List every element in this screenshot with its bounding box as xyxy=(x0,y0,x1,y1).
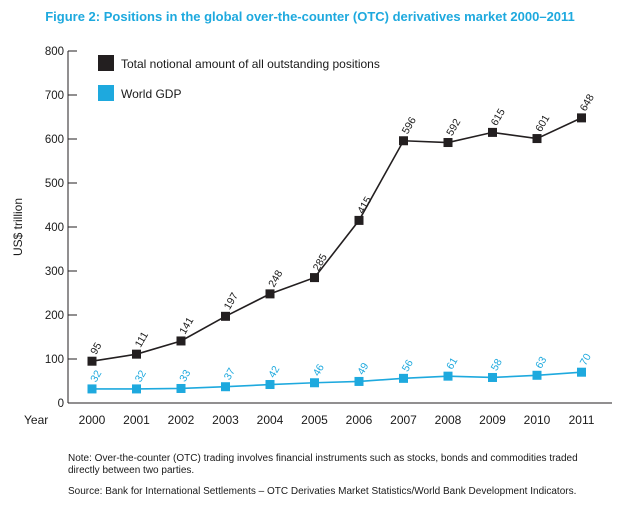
data-label: 70 xyxy=(578,351,594,367)
data-label: 49 xyxy=(355,361,371,377)
data-label: 33 xyxy=(177,368,193,384)
x-axis-label: Year xyxy=(24,413,48,427)
x-tick-label: 2008 xyxy=(435,413,462,427)
data-point xyxy=(132,384,141,394)
data-label: 197 xyxy=(222,291,241,312)
data-point xyxy=(488,127,497,137)
x-tick-label: 2004 xyxy=(257,413,284,427)
x-tick-label: 2009 xyxy=(479,413,506,427)
data-point xyxy=(87,356,97,366)
legend-swatch xyxy=(98,85,114,101)
series-line xyxy=(92,371,582,390)
y-tick-label: 300 xyxy=(45,266,64,278)
y-tick-label: 500 xyxy=(45,178,64,190)
y-tick-label: 400 xyxy=(45,222,64,234)
x-tick-label: 2000 xyxy=(79,413,106,427)
chart-source: Source: Bank for International Settlemen… xyxy=(68,486,577,497)
data-label: 58 xyxy=(489,357,505,373)
legend-label: World GDP xyxy=(121,87,181,101)
data-point xyxy=(532,370,542,380)
data-label: 601 xyxy=(533,113,552,134)
data-label: 648 xyxy=(578,92,597,113)
x-tick-label: 2007 xyxy=(390,413,417,427)
data-point xyxy=(310,273,319,283)
data-point xyxy=(265,380,275,390)
data-point xyxy=(87,384,97,394)
data-label: 248 xyxy=(266,268,285,289)
data-point xyxy=(399,373,408,383)
data-point xyxy=(577,113,586,123)
data-point xyxy=(577,367,586,377)
x-tick-label: 2005 xyxy=(301,413,328,427)
y-tick-label: 100 xyxy=(45,354,64,366)
legend-label: Total notional amount of all outstanding… xyxy=(121,57,380,71)
x-tick-label: 2006 xyxy=(346,413,373,427)
data-label: 32 xyxy=(133,368,149,384)
data-label: 42 xyxy=(266,364,282,380)
y-tick-label: 700 xyxy=(45,90,64,102)
x-tick-label: 2010 xyxy=(524,413,551,427)
y-tick-label: 800 xyxy=(45,46,64,58)
data-label: 615 xyxy=(489,107,508,128)
legend-swatch xyxy=(98,55,114,71)
x-tick-label: 2003 xyxy=(212,413,239,427)
data-label: 56 xyxy=(400,358,416,374)
data-label: 592 xyxy=(444,117,463,138)
data-label: 61 xyxy=(444,355,460,371)
data-point xyxy=(265,289,275,299)
data-point xyxy=(532,134,542,144)
data-label: 32 xyxy=(88,368,104,384)
data-label: 37 xyxy=(222,366,238,382)
y-tick-label: 600 xyxy=(45,134,64,146)
y-tick-label: 0 xyxy=(58,398,64,410)
data-label: 63 xyxy=(533,355,549,371)
data-label: 596 xyxy=(400,115,419,136)
data-point xyxy=(176,336,186,346)
data-point xyxy=(443,138,453,148)
y-axis-label: US$ trillion xyxy=(11,198,25,256)
otc-derivatives-chart: 0 100 200 300 400 500 600 700 800 US$ trillion Yea… xyxy=(11,46,612,427)
chart-note: Note: Over-the-counter (OTC) trading inv… xyxy=(68,453,578,476)
data-point xyxy=(488,372,497,382)
series-line xyxy=(91,117,582,362)
x-tick-label: 2002 xyxy=(168,413,195,427)
data-point xyxy=(354,376,364,386)
data-label: 95 xyxy=(88,340,104,356)
data-point xyxy=(132,349,141,359)
x-tick-label: 2011 xyxy=(569,413,595,427)
data-point xyxy=(221,311,230,321)
data-point xyxy=(221,382,230,392)
data-label: 111 xyxy=(133,330,151,350)
data-label: 285 xyxy=(311,252,330,273)
data-point xyxy=(399,136,408,146)
data-point xyxy=(354,215,364,225)
x-tick-label: 2001 xyxy=(123,413,150,427)
y-tick-label: 200 xyxy=(45,310,64,322)
chart-title: Figure 2: Positions in the global over-t… xyxy=(45,9,575,24)
data-point xyxy=(176,383,186,393)
data-point xyxy=(310,378,319,388)
data-label: 46 xyxy=(311,362,327,378)
data-point xyxy=(443,371,453,381)
